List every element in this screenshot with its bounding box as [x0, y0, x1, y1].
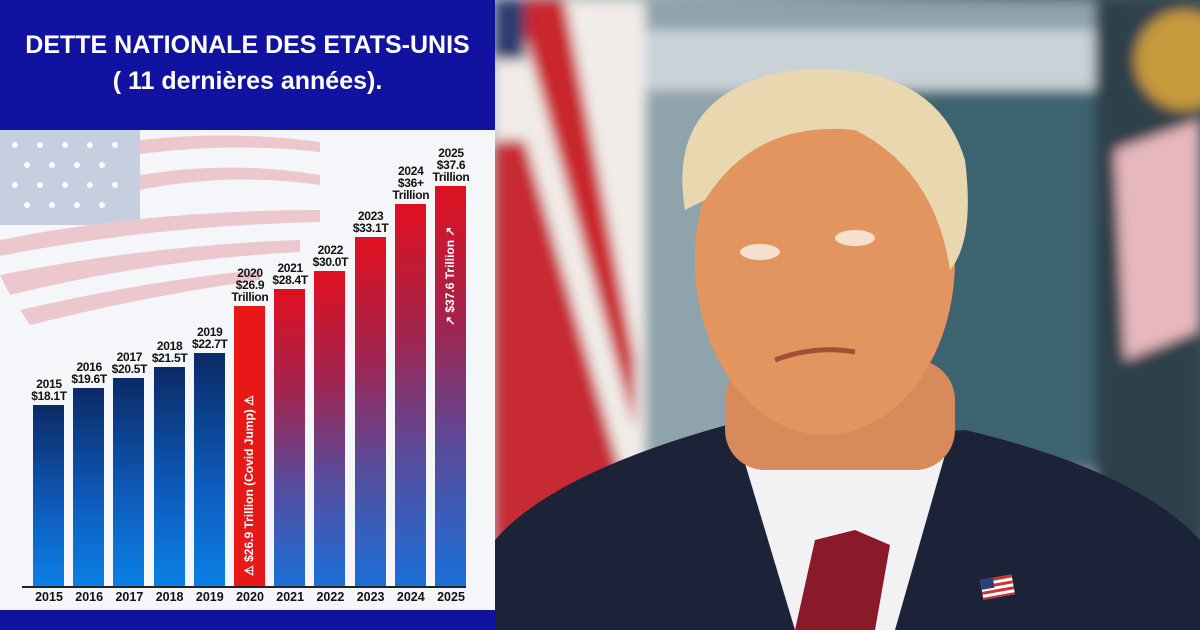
data-label-line: Trillion [231, 290, 269, 305]
data-label-2024: 2024 $36+ Trillion [381, 165, 441, 201]
data-label-line: $20.5T [111, 362, 148, 377]
bar-2022 [314, 271, 346, 586]
x-tick-2019: 2019 [195, 590, 224, 604]
data-label-line: 2019 [197, 325, 223, 340]
portrait-image [495, 0, 1200, 630]
data-label-2015: 2015 $18.1T [19, 378, 79, 402]
shirt-collar [735, 420, 955, 630]
data-label-line: 2016 [76, 360, 102, 375]
data-label-line: 2015 [36, 377, 62, 392]
data-label-line: $33.1T [352, 220, 389, 235]
data-label-2021: 2021 $28.4T [260, 262, 320, 286]
x-tick-2016: 2016 [75, 590, 104, 604]
chart-title: DETTE NATIONALE DES ETATS-UNIS [25, 31, 470, 59]
data-label-line: 2022 [317, 243, 344, 258]
data-label-2016: 2016 $19.6T [59, 361, 119, 385]
data-label-2017: 2017 $20.5T [99, 351, 159, 375]
debt-bar-chart: 2015 $18.1T 2015 2016 $19.6T 2016 2017 $20.5T 20… [0, 130, 495, 610]
bar-2020 [234, 306, 265, 586]
data-label-line: $18.1T [31, 389, 67, 404]
data-label-2018: 2018 $21.5T [140, 340, 200, 364]
bar-2017 [113, 378, 145, 586]
data-label-line: 2018 [156, 338, 183, 353]
data-label-2020: 2020 $26.9 Trillion [220, 267, 280, 303]
title-banner: DETTE NATIONALE DES ETATS-UNIS ( 11 dern… [0, 0, 495, 130]
data-label-line: 2017 [116, 350, 143, 365]
x-tick-2017: 2017 [115, 590, 144, 604]
data-label-line: 2021 [277, 261, 303, 276]
x-tick-2025: 2025 [437, 590, 465, 604]
data-label-2019: 2019 $22.7T [180, 326, 240, 350]
x-tick-2018: 2018 [155, 590, 184, 604]
bar-2019 [193, 353, 225, 586]
data-label-line: $28.4T [272, 273, 308, 288]
x-tick-2020: 2020 [236, 590, 264, 604]
tie [795, 530, 890, 630]
data-label-line: $26.9 [235, 278, 265, 293]
infographic-panel: DETTE NATIONALE DES ETATS-UNIS ( 11 dern… [0, 0, 495, 630]
data-label-2023: 2023 $33.1T [341, 210, 401, 234]
bar-2023 [354, 236, 386, 586]
bottom-banner [0, 610, 495, 630]
bar-annotation-2020: ⚠ $26.9 Trillion (Covid Jump) ⚠ [242, 395, 256, 576]
data-label-line: $22.7T [192, 337, 228, 352]
chart-subtitle: ( 11 dernières années). [112, 67, 383, 95]
x-tick-2022: 2022 [316, 590, 345, 604]
x-tick-2021: 2021 [276, 590, 305, 604]
us-flag-background-icon [0, 130, 320, 325]
bar-2015 [33, 405, 64, 586]
x-tick-2024: 2024 [396, 590, 425, 604]
data-label-line: $36+ [397, 175, 424, 190]
data-label-line: 2025 [438, 146, 464, 160]
data-label-line: $30.0T [312, 255, 349, 270]
x-tick-2015: 2015 [35, 590, 63, 604]
bar-2025 [435, 186, 466, 586]
bar-2016 [73, 388, 105, 586]
portrait-photo [495, 0, 1200, 630]
x-axis-line [22, 586, 466, 588]
hair [682, 69, 968, 270]
us-flag-lapel-pin-icon [980, 574, 1015, 600]
bar-2021 [274, 289, 306, 586]
bar-annotation-2025: ↗ $37.6 Trillion ↗ [443, 226, 457, 326]
bar-2024 [394, 203, 426, 586]
data-label-2022: 2022 $30.0T [300, 244, 360, 268]
data-label-line: $37.6 [436, 158, 466, 172]
x-tick-2023: 2023 [356, 590, 385, 604]
bar-2018 [153, 366, 185, 586]
data-label-2025: 2025 $37.6 Trillion [421, 147, 481, 183]
data-label-line: $19.6T [71, 372, 107, 387]
data-label-line: 2020 [237, 266, 263, 281]
data-label-line: $21.5T [151, 350, 188, 365]
data-label-line: 2024 [398, 163, 424, 178]
data-label-line: 2023 [357, 208, 384, 223]
data-label-line: Trillion [392, 187, 430, 202]
data-label-line: Trillion [432, 170, 470, 184]
